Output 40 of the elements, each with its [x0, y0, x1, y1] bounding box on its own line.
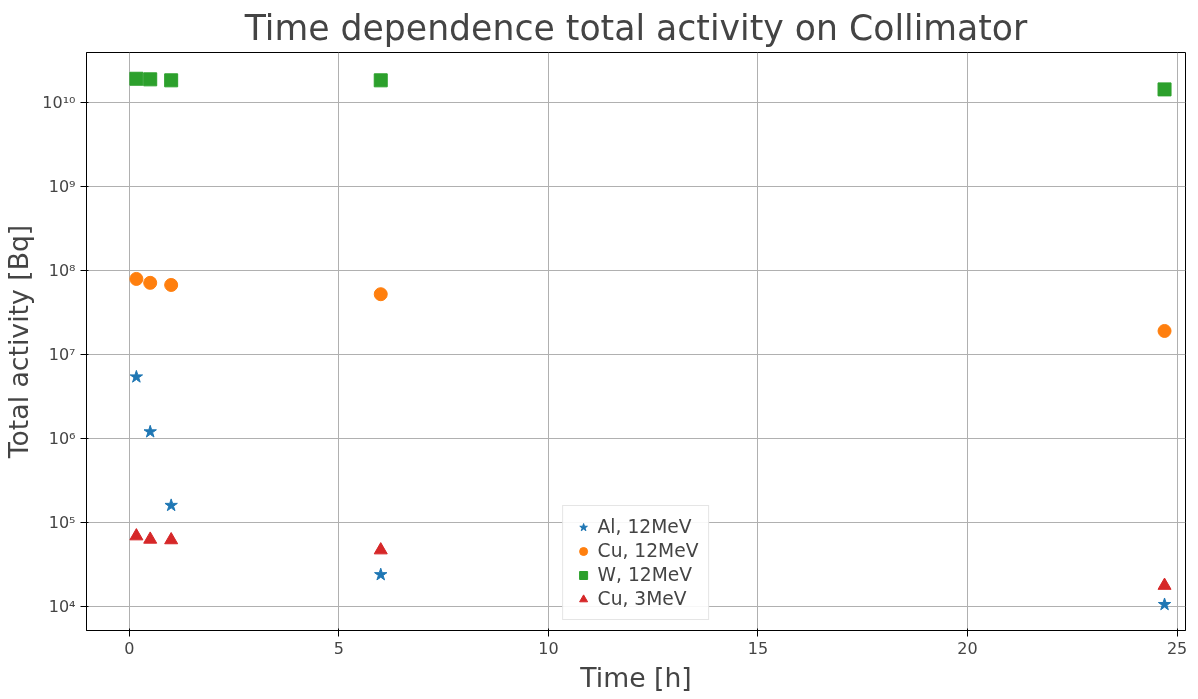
point: [164, 498, 178, 512]
legend-label: Cu, 3MeV: [597, 588, 687, 609]
x-tick-label: 15: [747, 638, 769, 658]
point: [1157, 597, 1172, 611]
y-tick-label: 10⁷: [48, 344, 76, 364]
point: [373, 73, 388, 88]
legend-label: Cu, 12MeV: [597, 540, 699, 561]
point: [1157, 577, 1172, 590]
point: [143, 531, 158, 544]
point: [143, 72, 158, 87]
point: [143, 424, 157, 438]
x-tick-label: 0: [124, 638, 135, 658]
y-tick-label: 10⁵: [48, 513, 76, 533]
x-tick-label: 5: [333, 638, 344, 658]
x-tick-label: 20: [957, 638, 978, 658]
point: [129, 271, 144, 286]
point: [1157, 323, 1172, 338]
point: [373, 542, 388, 555]
point: [1157, 82, 1172, 97]
y-tick-label: 10⁴: [48, 597, 76, 617]
y-tick-label: 10¹⁰: [42, 92, 76, 112]
x-tick-label: 10: [538, 638, 559, 658]
y-tick-label: 10⁸: [48, 260, 76, 280]
point: [164, 532, 179, 545]
y-tick-label: 10⁹: [48, 176, 76, 196]
point: [129, 528, 144, 541]
y-tick-label: 10⁶: [48, 428, 76, 448]
legend-label: Al, 12MeV: [597, 516, 692, 537]
y-axis-title: Total activity [Bq]: [3, 224, 35, 460]
point: [129, 71, 144, 86]
point: [143, 275, 158, 290]
chart-title: Time dependence total activity on Collimator: [243, 7, 1029, 48]
point: [129, 369, 144, 383]
point: [164, 277, 179, 292]
point: [164, 73, 179, 88]
point: [373, 287, 388, 302]
point: [374, 567, 388, 581]
x-tick-label: 25: [1166, 638, 1188, 658]
legend-label: W, 12MeV: [597, 564, 692, 585]
x-axis-title: Time [h]: [579, 661, 692, 693]
